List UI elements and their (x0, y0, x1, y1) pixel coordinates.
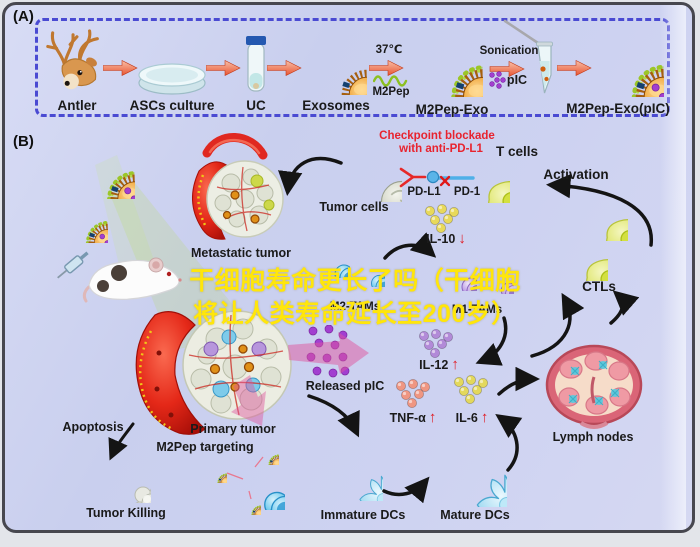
mature-to-lymph-arrow (497, 366, 540, 396)
il12-up-arrow: ↑ (451, 356, 459, 373)
sonication-tube-icon (536, 41, 553, 94)
m1-tam-cell-icon (480, 260, 514, 294)
m1-to-il12-arrow (475, 316, 508, 366)
primary-tumor-illustration (135, 310, 292, 435)
step-label-m2pep-exo-pic: M2Pep-Exo(pIC) (566, 101, 670, 116)
m2pep-exo-pic-particle (62, 197, 108, 243)
panel-a-label: (A) (13, 8, 34, 25)
primary-tumor-label: Primary tumor (190, 422, 276, 436)
il6-label: IL-6 ↑ (455, 409, 489, 426)
tnf-cytokine-dots (393, 379, 433, 409)
ctls-label: CTLs (582, 279, 616, 294)
m2pep-label: M2Pep (372, 86, 410, 98)
figure-card: (A) Antler ASCs culture UC Exosomes 37℃ (2, 2, 695, 533)
panel-b-label: (B) (13, 133, 34, 150)
metastatic-tumor-illustration (192, 133, 284, 240)
m2pep-exo-pic-icon (597, 30, 664, 97)
mouse-icon (82, 257, 182, 303)
m1-tam-cell-icon (437, 251, 477, 291)
m1-tams-label: M1-TAMs (451, 304, 503, 316)
il6-up-arrow: ↑ (480, 409, 489, 426)
blocked-x-icon (439, 175, 451, 187)
activation-label: Activation (543, 167, 609, 182)
checkpoint-blockade-label-line1: Checkpoint blockade (379, 130, 495, 142)
sonication-label: Sonication (479, 45, 539, 57)
sonicator-probe-icon (503, 19, 543, 47)
checkpoint-blockade-label-line2: with anti-PD-L1 (399, 143, 483, 155)
il12-label: IL-12 ↑ (419, 356, 459, 373)
step-arrow-icon (557, 60, 593, 76)
m2pep-peptide-icon (373, 75, 408, 87)
il12-cytokine-dots (416, 329, 456, 359)
step-arrow-icon (369, 60, 405, 76)
tnf-alpha-label: TNF-α ↑ (389, 409, 437, 426)
pd-1-label: PD-1 (453, 186, 481, 198)
tumor-killing-label: Tumor Killing (86, 506, 166, 520)
step-arrow-icon (267, 60, 303, 76)
step-arrow-icon (206, 60, 242, 76)
panel-a-box (35, 18, 670, 117)
m2pep-targeting-label: M2Pep targeting (156, 440, 254, 454)
syringe-icon (57, 251, 89, 279)
il10-cytokine-dots (422, 204, 462, 234)
step-label-m2pep-exo: M2Pep-Exo (415, 102, 489, 117)
immature-to-mature-arrow (382, 476, 430, 504)
tumor-cells-to-metastatic-arrow (278, 156, 343, 196)
pd-l1-label: PD-L1 (407, 186, 441, 198)
immature-dendritic-cell-icon (327, 445, 383, 501)
apoptosis-label: Apoptosis (62, 420, 124, 434)
m2pep-exo-pic-particle (207, 463, 227, 483)
m2-tams-label: M2-TAMs (329, 301, 381, 313)
m2pep-exo-pic-particle (77, 141, 135, 199)
apoptotic-cell-icon (99, 451, 151, 503)
pic-dots-icon (489, 71, 506, 89)
il6-cytokine-dots (451, 375, 491, 405)
lymph-nodes-label: Lymph nodes (552, 430, 634, 444)
m2-tam-cell-icon (310, 238, 350, 278)
lymph-node-illustration (545, 344, 643, 429)
step-arrow-icon (103, 60, 139, 76)
immature-dcs-label: Immature DCs (320, 508, 406, 522)
pic-label: pIC (506, 73, 528, 87)
anti-pd-l1-antibody-icon (399, 167, 440, 188)
metastatic-tumor-label: Metastatic tumor (190, 246, 292, 260)
lymph-to-ctls-arrow (609, 290, 640, 325)
t-cells-label: T cells (495, 144, 539, 159)
m2pep-exo-pic-particle (241, 495, 261, 515)
to-immature-dc-arrow (307, 394, 360, 438)
m2-to-m1-arrow (383, 232, 437, 260)
ctl-cell-icon (556, 229, 608, 281)
m2pep-exo-icon (417, 31, 483, 97)
m2-tam-cell-icon (349, 251, 385, 287)
deer-antler-icon (46, 29, 99, 90)
mature-dcs-label: Mature DCs (440, 508, 510, 522)
step-label-ascs-culture: ASCs culture (129, 98, 215, 113)
step-label-antler: Antler (57, 98, 97, 113)
released-pic-label: Released pIC (305, 379, 385, 393)
m2pep-exo-pic-particle (257, 443, 279, 465)
petri-dish-icon (138, 63, 206, 95)
il10-down-arrow: ↓ (458, 230, 466, 247)
mature-dendritic-cell-icon (435, 435, 507, 507)
temperature-label: 37℃ (375, 44, 403, 56)
step-label-exosomes: Exosomes (302, 98, 370, 113)
tumor-cells-label: Tumor cells (319, 200, 389, 214)
il10-label: IL-10 ↓ (426, 230, 466, 247)
uc-tube-icon (246, 36, 266, 92)
exosome-icon (307, 35, 367, 95)
tumor-cell-icon (352, 152, 402, 202)
tnf-up-arrow: ↑ (428, 409, 437, 426)
step-label-uc: UC (246, 98, 266, 113)
